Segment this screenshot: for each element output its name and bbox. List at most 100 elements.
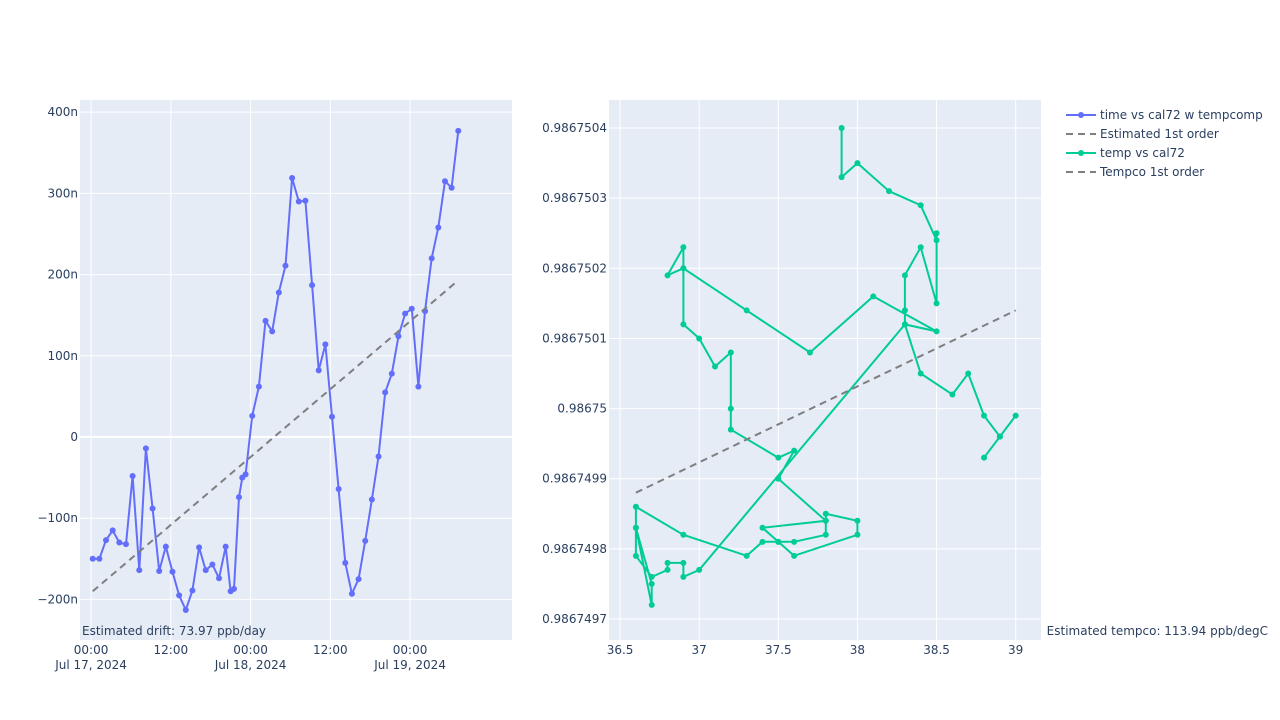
data-point <box>289 174 296 181</box>
data-point <box>129 472 136 479</box>
legend-item[interactable]: time vs cal72 w tempcomp <box>1066 108 1263 122</box>
y-tick-label: 200n <box>47 268 78 282</box>
y-tick-label: 0.9867504 <box>542 121 607 135</box>
data-point <box>901 272 908 279</box>
data-point <box>949 391 956 398</box>
data-point <box>901 307 908 314</box>
data-point <box>727 349 734 356</box>
legend-label: Estimated 1st order <box>1100 127 1219 141</box>
data-point <box>149 505 156 512</box>
data-point <box>375 453 382 460</box>
data-point <box>162 543 169 550</box>
data-point <box>806 349 813 356</box>
data-point <box>854 160 861 167</box>
data-point <box>791 552 798 559</box>
data-point <box>712 363 719 370</box>
data-point <box>743 307 750 314</box>
legend-marker <box>1078 112 1084 118</box>
data-point <box>775 454 782 461</box>
data-point <box>269 328 276 335</box>
legend-label: temp vs cal72 <box>1100 146 1185 160</box>
data-point <box>933 230 940 237</box>
drift-annotation: Estimated drift: 73.97 ppb/day <box>82 624 266 638</box>
data-point <box>696 335 703 342</box>
data-point <box>315 367 322 374</box>
data-point <box>329 413 335 420</box>
data-point <box>415 383 422 390</box>
data-point <box>933 300 940 307</box>
fit-line <box>635 309 1017 494</box>
data-point <box>775 475 782 482</box>
data-point <box>886 188 893 195</box>
data-point <box>122 541 129 548</box>
data-point <box>368 496 375 503</box>
y-tick-label: 0.9867497 <box>542 612 607 626</box>
x-tick-sublabel: Jul 19, 2024 <box>373 658 446 672</box>
data-point <box>355 576 362 583</box>
y-tick-label: 300n <box>47 186 78 200</box>
data-point <box>309 282 316 289</box>
data-point <box>838 174 845 181</box>
data-point <box>142 445 149 452</box>
x-tick-label: 00:00 <box>74 643 109 657</box>
data-point <box>664 566 671 573</box>
data-point <box>727 426 734 433</box>
legend-item[interactable]: Estimated 1st order <box>1066 127 1219 141</box>
y-tick-label: 0 <box>70 430 78 444</box>
data-point <box>348 590 355 597</box>
y-tick-label: 0.9867503 <box>542 191 607 205</box>
data-point <box>136 567 143 574</box>
data-point <box>680 265 687 272</box>
data-point <box>632 503 639 510</box>
data-point <box>917 202 924 209</box>
data-point <box>838 125 845 132</box>
data-point <box>854 531 861 538</box>
x-tick-label: 37 <box>692 643 707 657</box>
y-tick-label: 400n <box>47 105 78 119</box>
x-tick-label: 12:00 <box>154 643 189 657</box>
data-point <box>302 197 309 204</box>
fit-line <box>92 279 459 593</box>
data-point <box>822 531 829 538</box>
tempco-annotation: Estimated tempco: 113.94 ppb/degC <box>1047 624 1268 638</box>
data-point <box>680 244 687 251</box>
legend[interactable]: time vs cal72 w tempcomp Estimated 1st or… <box>1066 108 1263 179</box>
data-point <box>242 471 249 478</box>
y-tick-label: 0.9867501 <box>542 331 607 345</box>
data-point <box>335 485 342 492</box>
data-point <box>648 580 655 587</box>
data-point <box>1012 412 1019 419</box>
x-tick-label: 12:00 <box>313 643 348 657</box>
data-point <box>182 606 189 613</box>
data-point <box>96 555 103 562</box>
data-point <box>648 601 655 608</box>
right-subplot-tempco: 36.5 37 37.5 38 38.5 39 0.9867497 0.9867498 0.98… <box>542 100 1041 657</box>
data-point <box>408 305 415 312</box>
data-point <box>388 370 395 377</box>
data-point <box>176 592 183 599</box>
data-point <box>441 178 448 185</box>
data-point <box>448 184 455 191</box>
y-tick-label: −200n <box>37 592 78 606</box>
series-line <box>92 130 460 613</box>
plot-background <box>609 100 1041 640</box>
legend-item[interactable]: temp vs cal72 <box>1066 146 1185 160</box>
data-point <box>981 412 988 419</box>
x-tick-label: 38.5 <box>923 643 950 657</box>
x-tick-label: 00:00 <box>233 643 268 657</box>
data-point <box>854 517 861 524</box>
data-point <box>664 272 671 279</box>
y-tick-label: −100n <box>37 511 78 525</box>
data-point <box>428 255 435 262</box>
data-point <box>455 127 462 134</box>
data-point <box>103 537 110 544</box>
x-tick-sublabel: Jul 17, 2024 <box>54 658 127 672</box>
data-point <box>664 559 671 566</box>
data-point <box>216 575 223 582</box>
data-point <box>680 573 687 580</box>
data-point <box>791 538 798 545</box>
legend-item[interactable]: Tempco 1st order <box>1066 165 1204 179</box>
x-tick-label: 36.5 <box>607 643 634 657</box>
data-point <box>632 524 639 531</box>
